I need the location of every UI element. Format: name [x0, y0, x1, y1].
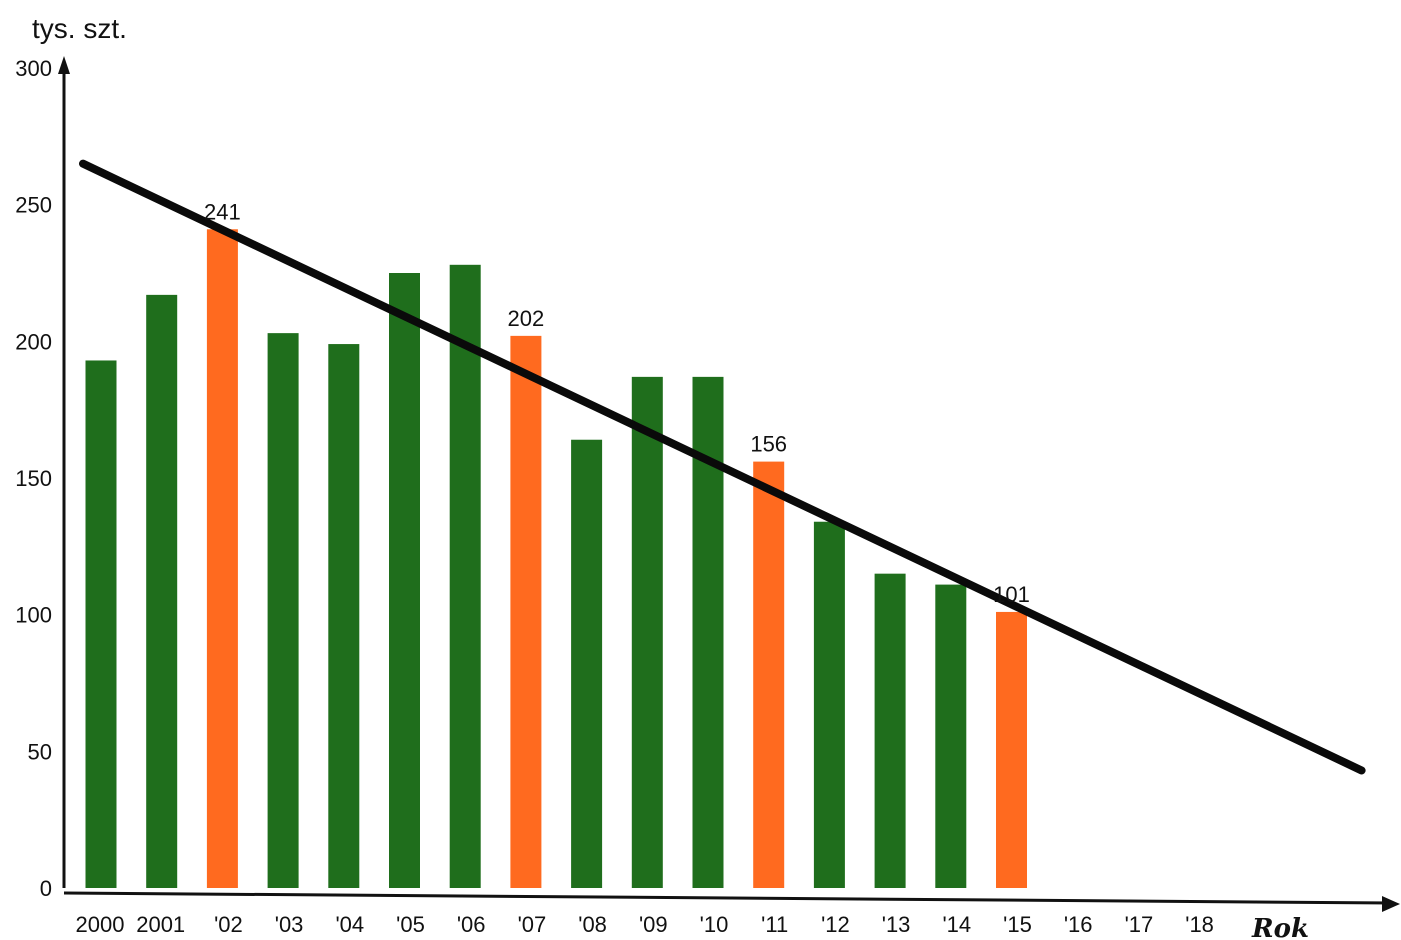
highlight-bar [206, 229, 238, 888]
x-axis-arrow [1382, 896, 1400, 912]
bar [935, 584, 967, 888]
bar [631, 376, 663, 888]
bar [328, 344, 360, 889]
bars [85, 229, 1027, 889]
x-tick-label: '15 [1003, 912, 1032, 937]
y-tick-label: 100 [15, 603, 52, 628]
y-tick-labels: 0 50 100 150 200 250 300 [15, 56, 52, 901]
bar [813, 521, 845, 888]
data-label: 156 [750, 432, 787, 457]
bar [874, 573, 906, 888]
y-tick-label: 150 [15, 466, 52, 491]
x-axis-title: Rok [1251, 914, 1309, 940]
x-tick-label: '08 [578, 912, 607, 937]
x-tick-label: '16 [1064, 912, 1093, 937]
bar [571, 439, 603, 888]
x-tick-label: '13 [882, 912, 911, 937]
y-tick-label: 300 [15, 56, 52, 81]
x-tick-label: '10 [700, 912, 729, 937]
x-tick-label: '17 [1125, 912, 1154, 937]
trend [79, 159, 1366, 775]
data-label: 202 [508, 306, 545, 331]
y-tick-label: 50 [28, 739, 52, 764]
x-tick-label: '07 [518, 912, 547, 937]
bar [449, 264, 481, 888]
bar [389, 273, 420, 888]
highlight-bar [753, 461, 785, 888]
trend-line [79, 159, 1366, 775]
bar [85, 360, 117, 888]
x-tick-label: '12 [821, 912, 850, 937]
y-tick-label: 200 [15, 329, 52, 354]
data-label: 241 [204, 199, 241, 224]
x-tick-labels: 2000 2001 '02 '03 '04 '05 '06 '07 '08 '09 '10 '11 '1… [76, 912, 1214, 937]
x-tick-label: '11 [761, 912, 788, 937]
y-tick-label: 250 [15, 193, 52, 218]
x-tick-label: '06 [457, 912, 486, 937]
y-axis-arrow [58, 56, 70, 74]
bar [146, 294, 178, 888]
x-axis [63, 891, 1393, 905]
data-labels: 241 202 156 101 [204, 199, 1030, 607]
bar [267, 333, 299, 889]
y-tick-label: 0 [40, 876, 52, 901]
x-tick-label: '18 [1185, 912, 1214, 937]
x-tick-label: '05 [396, 912, 425, 937]
data-label: 101 [993, 582, 1030, 607]
x-tick-label: 2001 [136, 912, 185, 937]
x-tick-label: '04 [335, 912, 364, 937]
x-tick-label: '09 [639, 912, 668, 937]
y-axis-unit-label: tys. szt. [32, 13, 127, 44]
highlight-bar [510, 335, 542, 888]
highlight-bar [996, 611, 1027, 888]
x-tick-label: '03 [275, 912, 304, 937]
x-tick-label: '02 [214, 912, 243, 937]
x-tick-label: '14 [942, 912, 971, 937]
x-tick-label: 2000 [76, 912, 125, 937]
axes: tys. szt. Rok [32, 13, 1400, 940]
